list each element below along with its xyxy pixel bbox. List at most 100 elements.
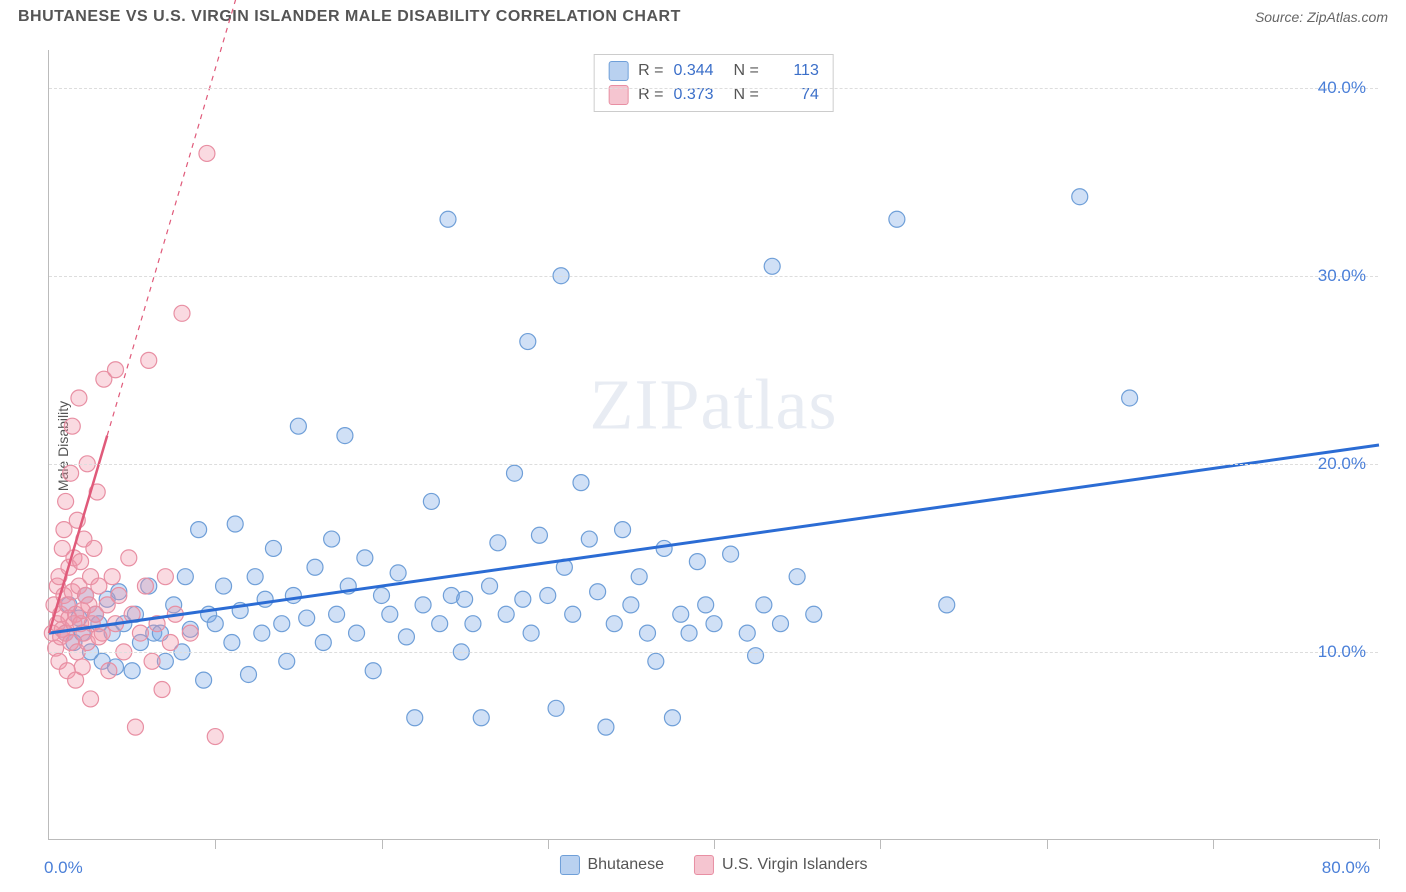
data-point <box>227 516 243 532</box>
data-point <box>590 584 606 600</box>
data-point <box>141 352 157 368</box>
data-point <box>648 653 664 669</box>
data-point <box>254 625 270 641</box>
data-point <box>329 606 345 622</box>
data-point <box>764 258 780 274</box>
y-tick-label: 20.0% <box>1318 454 1366 474</box>
data-point <box>432 616 448 632</box>
legend-stat-row: R = 0.373 N = 74 <box>608 83 819 107</box>
data-point <box>523 625 539 641</box>
data-point <box>162 635 178 651</box>
data-point <box>698 597 714 613</box>
data-point <box>274 616 290 632</box>
data-point <box>177 569 193 585</box>
data-point <box>224 635 240 651</box>
chart-plot-area: ZIPatlas R =0.344N =113R =0.373N =74 Bhu… <box>48 50 1378 840</box>
data-point <box>357 550 373 566</box>
data-point <box>598 719 614 735</box>
data-point <box>606 616 622 632</box>
legend-label: Bhutanese <box>587 856 664 874</box>
n-label: N = <box>734 86 759 104</box>
data-point <box>290 418 306 434</box>
data-point <box>111 587 127 603</box>
data-point <box>440 211 456 227</box>
data-point <box>739 625 755 641</box>
data-point <box>127 719 143 735</box>
data-point <box>121 550 137 566</box>
data-point <box>247 569 263 585</box>
data-point <box>673 606 689 622</box>
data-point <box>315 635 331 651</box>
gridline-h <box>49 464 1378 465</box>
chart-title: BHUTANESE VS U.S. VIRGIN ISLANDER MALE D… <box>18 8 681 26</box>
data-point <box>507 465 523 481</box>
data-point <box>285 587 301 603</box>
data-point <box>806 606 822 622</box>
data-point <box>324 531 340 547</box>
trend-extension <box>107 0 282 436</box>
gridline-h <box>49 652 1378 653</box>
data-point <box>490 535 506 551</box>
data-point <box>498 606 514 622</box>
data-point <box>581 531 597 547</box>
data-point <box>889 211 905 227</box>
data-point <box>199 145 215 161</box>
x-tick-mark <box>215 839 216 849</box>
data-point <box>191 522 207 538</box>
data-point <box>241 666 257 682</box>
r-label: R = <box>638 62 663 80</box>
data-point <box>681 625 697 641</box>
data-point <box>58 493 74 509</box>
data-point <box>216 578 232 594</box>
data-point <box>157 569 173 585</box>
legend-label: U.S. Virgin Islanders <box>722 856 868 874</box>
data-point <box>64 418 80 434</box>
data-point <box>615 522 631 538</box>
x-tick-mark <box>714 839 715 849</box>
data-point <box>565 606 581 622</box>
source-label: Source: ZipAtlas.com <box>1255 9 1388 25</box>
correlation-legend: R =0.344N =113R =0.373N =74 <box>593 54 834 112</box>
data-point <box>132 625 148 641</box>
data-point <box>423 493 439 509</box>
y-tick-label: 40.0% <box>1318 78 1366 98</box>
data-point <box>623 597 639 613</box>
data-point <box>482 578 498 594</box>
data-point <box>144 653 160 669</box>
data-point <box>101 663 117 679</box>
data-point <box>374 587 390 603</box>
data-point <box>104 569 120 585</box>
gridline-h <box>49 88 1378 89</box>
data-point <box>640 625 656 641</box>
r-value: 0.373 <box>674 86 724 104</box>
data-point <box>773 616 789 632</box>
data-point <box>415 597 431 613</box>
data-point <box>723 546 739 562</box>
series-legend: Bhutanese U.S. Virgin Islanders <box>559 855 867 875</box>
data-point <box>74 659 90 675</box>
x-tick-mark <box>382 839 383 849</box>
n-value: 113 <box>769 62 819 80</box>
data-point <box>473 710 489 726</box>
x-tick-mark <box>1047 839 1048 849</box>
data-point <box>71 390 87 406</box>
data-point <box>63 465 79 481</box>
x-tick-mark <box>1213 839 1214 849</box>
x-tick-label: 80.0% <box>1322 858 1370 878</box>
legend-item: Bhutanese <box>559 855 664 875</box>
data-point <box>1122 390 1138 406</box>
data-point <box>182 625 198 641</box>
x-tick-mark <box>548 839 549 849</box>
data-point <box>382 606 398 622</box>
data-point <box>465 616 481 632</box>
data-point <box>196 672 212 688</box>
legend-item: U.S. Virgin Islanders <box>694 855 868 875</box>
r-label: R = <box>638 86 663 104</box>
y-tick-label: 30.0% <box>1318 266 1366 286</box>
data-point <box>108 362 124 378</box>
data-point <box>365 663 381 679</box>
data-point <box>1072 189 1088 205</box>
n-value: 74 <box>769 86 819 104</box>
data-point <box>349 625 365 641</box>
data-point <box>257 591 273 607</box>
